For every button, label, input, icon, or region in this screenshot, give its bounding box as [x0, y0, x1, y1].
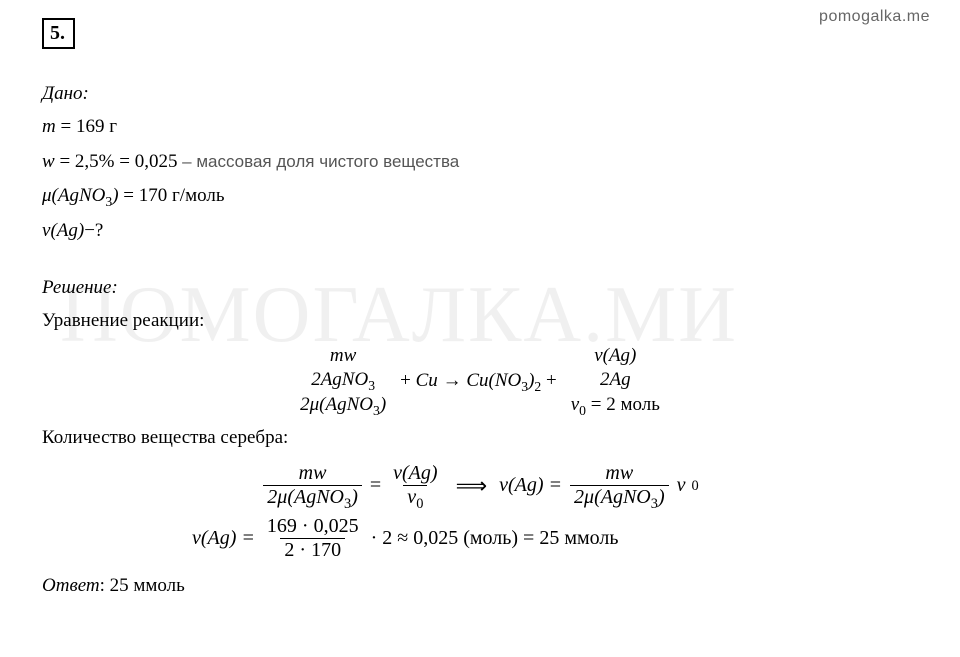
- eq-sign: =: [56, 116, 76, 137]
- reaction-mid: + Cu → Cu(NO3)2 +: [400, 370, 557, 392]
- frac-calc: 169 · 0,025 2 · 170: [263, 515, 363, 562]
- formula-2agno3-sub: 3: [368, 378, 375, 393]
- plus-sign: +: [400, 370, 415, 391]
- frac-rhs: mw 2μ(AgNO3): [570, 462, 669, 509]
- frac-rhs-den-sub: 3: [651, 496, 658, 512]
- result-lhs: ν(Ag) =: [499, 474, 562, 497]
- annot-2mu-post: ): [380, 394, 386, 415]
- frac-mid-num: ν(Ag): [393, 462, 437, 484]
- answer-line: Ответ: 25 ммоль: [42, 572, 918, 601]
- annot-mw: mw: [330, 345, 356, 366]
- given-line-w: w = 2,5% = 0,025 – массовая доля чистого…: [42, 148, 918, 177]
- arrow-icon: →: [438, 370, 467, 391]
- frac-lhs-den-pre: 2μ(AgNO: [267, 486, 344, 508]
- formula-2ag: 2Ag: [600, 369, 631, 390]
- eq-sign: =: [370, 474, 381, 497]
- tail-nu0-sym: ν: [677, 474, 686, 497]
- symbol-nu0-sub: 0: [579, 403, 586, 418]
- frac-lhs: mw 2μ(AgNO3): [263, 462, 362, 509]
- eq-sign: =: [55, 151, 75, 172]
- plus-sign-2: +: [541, 370, 556, 391]
- answer-label: Ответ: [42, 575, 100, 596]
- annot-2mu-sub: 3: [373, 403, 380, 418]
- calculation-line: ν(Ag) = 169 · 0,025 2 · 170 · 2 ≈ 0,025 …: [192, 515, 918, 562]
- annot-nu-ag: ν(Ag): [594, 345, 636, 366]
- solution-heading: Решение:: [42, 277, 918, 299]
- frac-rhs-den-pre: 2μ(AgNO: [574, 486, 651, 508]
- formula-2agno3-pre: 2AgNO: [311, 369, 368, 390]
- frac-rhs-num: mw: [605, 462, 633, 484]
- frac-calc-den: 2 · 170: [280, 538, 345, 562]
- note-w: – массовая доля чистого вещества: [177, 152, 459, 171]
- given-line-mass: m = 169 г: [42, 113, 918, 142]
- given-line-mu: μ(AgNO3) = 170 г/моль: [42, 182, 918, 211]
- calc-tail: · 2 ≈ 0,025 (моль) = 25 ммоль: [371, 527, 619, 550]
- given-heading: Дано:: [42, 83, 918, 105]
- symbol-nu0: ν: [571, 394, 579, 415]
- frac-mid-den-sym: ν: [407, 486, 416, 508]
- formula-cuno3-pre: Cu(NO: [466, 370, 521, 391]
- frac-lhs-den-post: ): [351, 486, 358, 508]
- calc-lhs: ν(Ag) =: [192, 527, 255, 550]
- implies-arrow-icon: ⟹: [456, 473, 488, 499]
- formula-cu: Cu: [416, 370, 438, 391]
- value-mu: 170 г/моль: [139, 185, 225, 206]
- frac-mid-den-sub: 0: [416, 496, 423, 512]
- symbol-mu: μ: [42, 185, 52, 206]
- given-line-unknown: ν(Ag)−?: [42, 217, 918, 246]
- symbol-m: m: [42, 116, 56, 137]
- value-mass: 169 г: [76, 116, 117, 137]
- quantity-label: Количество вещества серебра:: [42, 424, 918, 453]
- value-w: 2,5% = 0,025: [75, 151, 178, 172]
- page-content: 5. Дано: m = 169 г w = 2,5% = 0,025 – ма…: [0, 0, 960, 617]
- frac-mid: ν(Ag) ν0: [389, 462, 441, 509]
- symbol-w: w: [42, 151, 55, 172]
- frac-lhs-num: mw: [299, 462, 327, 484]
- derivation-line: mw 2μ(AgNO3) = ν(Ag) ν0 ⟹ ν(Ag) = mw 2μ(…: [42, 462, 918, 509]
- annot-2mu-pre: 2μ(AgNO: [300, 394, 373, 415]
- species-ag: (Ag): [50, 220, 84, 241]
- answer-value: : 25 ммоль: [100, 575, 185, 596]
- problem-number-box: 5.: [42, 18, 75, 49]
- frac-calc-num: 169 · 0,025: [263, 515, 363, 538]
- reaction-col-ag: ν(Ag) 2Ag ν0 = 2 моль: [571, 344, 660, 418]
- reaction-label: Уравнение реакции:: [42, 307, 918, 336]
- species-agno3-pre: (AgNO: [52, 185, 106, 206]
- eq-sign: =: [119, 185, 139, 206]
- reaction-col-agno3: mw 2AgNO3 2μ(AgNO3): [300, 344, 386, 418]
- frac-rhs-den-post: ): [658, 486, 665, 508]
- unknown-tail: −?: [84, 220, 103, 241]
- value-nu0: = 2 моль: [586, 394, 660, 415]
- reaction-equation: mw 2AgNO3 2μ(AgNO3) + Cu → Cu(NO3)2 + ν(…: [42, 344, 918, 418]
